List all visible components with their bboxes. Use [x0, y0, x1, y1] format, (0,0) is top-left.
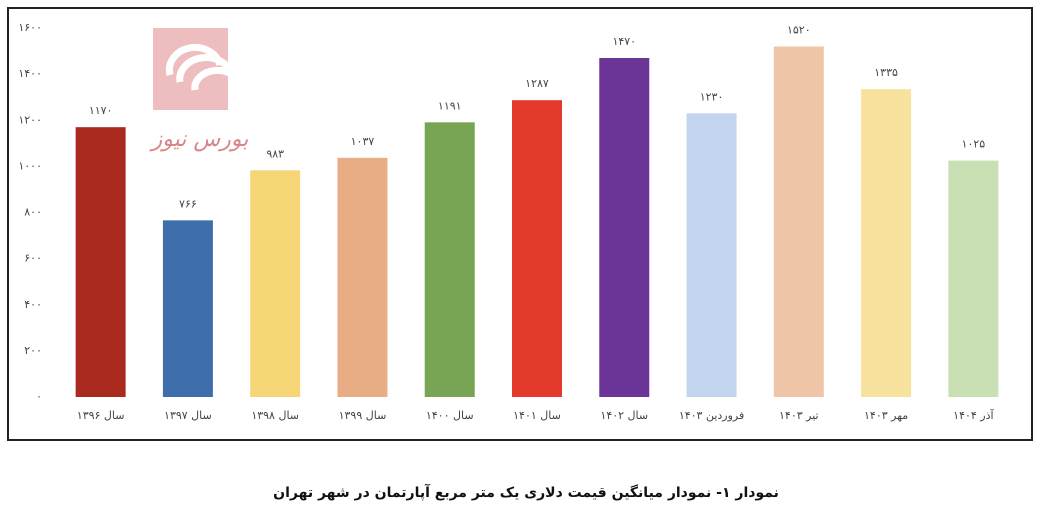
x-tick-label: فروردین ۱۴۰۳: [679, 409, 744, 422]
y-tick-label: ۸۰۰: [24, 206, 42, 219]
y-tick-label: ۶۰۰: [24, 252, 42, 265]
value-label: ۱۴۷۰: [612, 35, 636, 48]
value-label: ۱۰۲۵: [962, 138, 986, 151]
x-tick-label: سال ۱۴۰۲: [600, 409, 648, 422]
watermark-text: بورس نیوز: [149, 127, 249, 152]
bar: [337, 157, 388, 397]
bar: [686, 113, 737, 398]
x-tick-label: سال ۱۳۹۸: [251, 409, 299, 422]
y-tick-label: ۱۰۰۰: [18, 159, 42, 172]
value-label: ۷۶۶: [179, 197, 197, 210]
x-tick-label: تیر ۱۴۰۳: [779, 409, 819, 422]
value-label: ۱۱۹۱: [438, 99, 462, 112]
bar: [75, 127, 126, 397]
chart-frame: [7, 7, 1033, 441]
bar: [773, 46, 824, 397]
y-tick-label: ۱۶۰۰: [18, 21, 42, 34]
y-tick-label: ۱۴۰۰: [18, 67, 42, 80]
watermark-logo: [153, 28, 244, 110]
y-tick-label: ۰: [36, 390, 42, 403]
bar: [948, 160, 999, 397]
x-tick-label: سال ۱۳۹۹: [339, 409, 387, 422]
x-tick-label: آذر ۱۴۰۴: [953, 408, 994, 422]
x-tick-label: سال ۱۳۹۷: [164, 409, 212, 422]
bar: [250, 170, 301, 397]
y-tick-label: ۱۲۰۰: [18, 113, 42, 126]
bar: [599, 57, 650, 397]
value-label: ۱۲۳۰: [700, 90, 724, 103]
x-tick-label: سال ۱۳۹۶: [77, 409, 125, 422]
x-tick-label: سال ۱۴۰۱: [513, 409, 561, 422]
value-label: ۱۵۲۰: [787, 23, 811, 36]
x-tick-label: سال ۱۴۰۰: [426, 409, 474, 422]
bar: [512, 100, 562, 398]
bar: [162, 220, 213, 397]
bar: [424, 122, 475, 397]
value-label: ۱۰۳۷: [351, 135, 375, 148]
value-label: ۹۸۳: [266, 147, 284, 160]
x-tick-label: مهر ۱۴۰۳: [864, 409, 908, 422]
value-label: ۱۳۳۵: [874, 66, 898, 79]
value-label: ۱۲۸۷: [525, 77, 549, 90]
y-tick-label: ۲۰۰: [24, 344, 42, 357]
y-tick-label: ۴۰۰: [24, 298, 42, 311]
value-label: ۱۱۷۰: [89, 104, 113, 117]
chart-title: نمودار ۱- نمودار میانگین قیمت دلاری یک م…: [273, 483, 779, 501]
bar: [861, 89, 912, 397]
